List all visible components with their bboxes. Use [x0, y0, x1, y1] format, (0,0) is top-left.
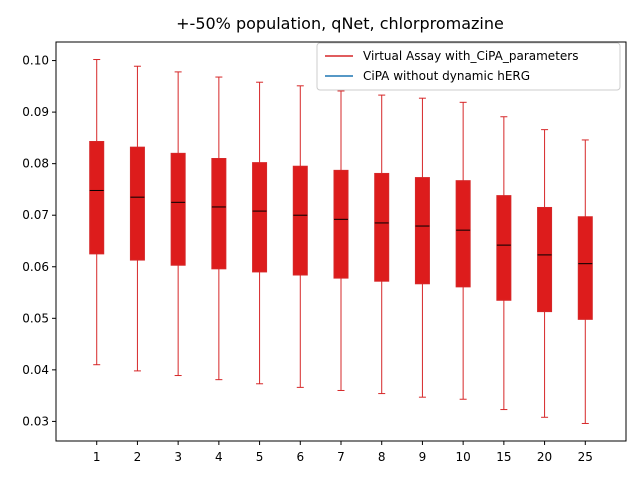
box-25: [577, 139, 593, 424]
x-tick-label: 20: [537, 450, 552, 464]
box-10: [455, 101, 471, 400]
y-tick-label: 0.10: [22, 54, 49, 68]
x-tick-label: 15: [496, 450, 511, 464]
x-tick-label: 6: [296, 450, 304, 464]
box-body: [455, 180, 471, 288]
y-tick-label: 0.07: [22, 208, 49, 222]
box-body: [374, 172, 390, 282]
box-3: [170, 71, 186, 377]
axes: 0.03 0.04 0.05 0.06 0.07 0.08 0.09 0.10 1 2 3 4 5 6 7 8…: [22, 41, 627, 464]
box-body: [414, 177, 430, 285]
box-1: [89, 59, 105, 366]
box-body: [537, 206, 553, 313]
box-15: [496, 116, 512, 411]
x-tick-label: 9: [419, 450, 427, 464]
legend-frame: [316, 42, 621, 91]
y-tick-label: 0.04: [22, 363, 49, 377]
x-tick-label: 2: [134, 450, 142, 464]
box-6: [292, 85, 308, 388]
box-body: [170, 152, 186, 266]
x-tick-label: 4: [215, 450, 223, 464]
legend-label: Virtual Assay with_CiPA_parameters: [363, 49, 578, 63]
y-tick-label: 0.06: [22, 260, 49, 274]
box-body: [292, 165, 308, 276]
box-body: [129, 146, 145, 261]
box-5: [252, 81, 268, 385]
box-9: [414, 97, 430, 398]
x-tick-label: 10: [456, 450, 471, 464]
y-tick-label: 0.05: [22, 311, 49, 325]
x-tick-label: 5: [256, 450, 264, 464]
legend: Virtual Assay with_CiPA_parameters CiPA w…: [316, 42, 621, 91]
box-4: [211, 76, 227, 381]
chart-title: +-50% population, qNet, chlorpromazine: [176, 14, 504, 33]
box-body: [577, 216, 593, 320]
plot-area: [89, 59, 593, 424]
legend-label: CiPA without dynamic hERG: [363, 69, 530, 83]
box-body: [496, 195, 512, 301]
x-tick-label: 25: [578, 450, 593, 464]
y-tick-label: 0.09: [22, 105, 49, 119]
box-8: [374, 94, 390, 395]
x-tick-label: 8: [378, 450, 386, 464]
box-7: [333, 90, 349, 391]
box-2: [129, 65, 145, 372]
box-body: [252, 162, 268, 273]
x-tick-label: 1: [93, 450, 101, 464]
y-tick-label: 0.08: [22, 157, 49, 171]
x-tick-label: 3: [174, 450, 182, 464]
box-body: [333, 169, 349, 279]
y-tick-label: 0.03: [22, 414, 49, 428]
box-body: [211, 158, 227, 270]
box-20: [537, 129, 553, 418]
box-body: [89, 140, 105, 255]
x-tick-label: 7: [337, 450, 345, 464]
